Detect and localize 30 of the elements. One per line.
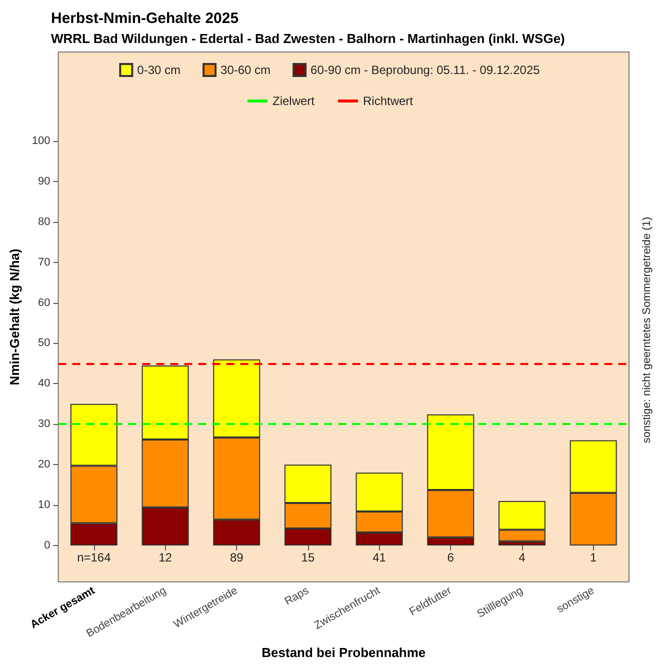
y-tick-label: 80 [38,216,50,228]
annotation: 6 [447,550,454,564]
annotation: 15 [301,550,315,564]
y-tick-label: 50 [38,337,50,350]
annotation: n=164 [77,550,112,564]
y-tick-label: 10 [38,499,50,512]
annotation: 89 [230,550,244,564]
annotation: 4 [518,550,526,564]
text: sonstige: nicht geerntetes Sommergetreide (1) [641,216,653,444]
annotation: 12 [158,550,172,564]
legend-label: 60-90 cm - Beprobung: 05.11. - 09.12.2025 [310,63,540,77]
annotation: 1 [590,550,597,564]
legend-label: Richtwert [363,94,414,108]
legend-label: 0-30 cm [137,63,181,77]
x-axis-title: Bestand bei Probennahme [262,645,426,660]
chart-title: Herbst-Nmin-Gehalte 2025 [51,10,239,27]
y-axis-title: Nmin-Gehalt (kg N/ha) [7,248,22,386]
annotation: 41 [372,550,386,564]
y-tick-label: 30 [38,418,50,430]
legend-label: 30-60 cm [220,63,271,77]
chart-subtitle: WRRL Bad Wildungen - Edertal - Bad Zwesten - Balhorn - Martinhagen (inkl. WSGe) [51,31,565,46]
y-tick-label: 40 [38,378,50,390]
y-tick-label: 70 [38,256,50,268]
y-tick-label: 60 [38,296,50,309]
x-tick-label: Raps [282,584,312,608]
y-tick-label: 0 [44,539,50,552]
y-tick-label: 100 [32,134,50,147]
y-tick-label: 90 [38,175,50,188]
legend-label: Zielwert [272,94,316,108]
y-tick-label: 20 [38,458,50,471]
